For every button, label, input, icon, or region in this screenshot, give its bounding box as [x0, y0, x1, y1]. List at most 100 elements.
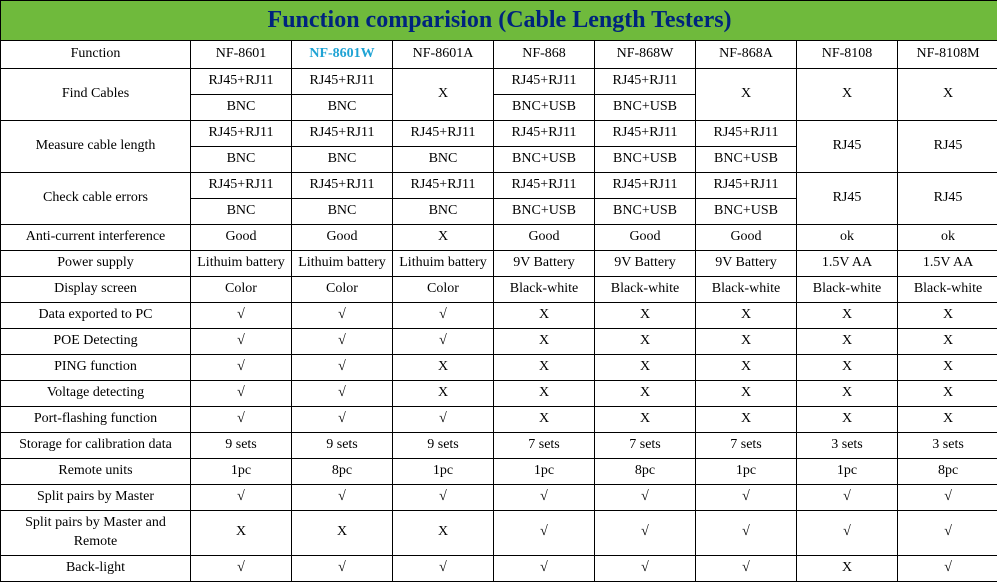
label: Display screen	[1, 277, 191, 303]
cell: X	[696, 407, 797, 433]
cell: BNC+USB	[595, 199, 696, 225]
cell: Black-white	[797, 277, 898, 303]
cell: X	[898, 407, 997, 433]
label: Remote units	[1, 459, 191, 485]
cell: RJ45+RJ11	[696, 121, 797, 147]
cell: √	[191, 407, 292, 433]
cell: 7 sets	[494, 433, 595, 459]
cell: 9 sets	[292, 433, 393, 459]
cell: √	[191, 485, 292, 511]
cell: RJ45+RJ11	[595, 69, 696, 95]
cell: BNC+USB	[595, 147, 696, 173]
label: PING function	[1, 355, 191, 381]
cell: 1pc	[797, 459, 898, 485]
cell: RJ45	[797, 121, 898, 173]
label: Data exported to PC	[1, 303, 191, 329]
cell: 1.5V AA	[898, 251, 997, 277]
cell: X	[494, 407, 595, 433]
cell: Black-white	[494, 277, 595, 303]
cell: Color	[191, 277, 292, 303]
cell: 9V Battery	[494, 251, 595, 277]
cell: Lithuim battery	[393, 251, 494, 277]
cell: X	[797, 555, 898, 581]
row-export-pc: Data exported to PC √ √ √ X X X X X	[1, 303, 997, 329]
cell: 8pc	[292, 459, 393, 485]
label-measure: Measure cable length	[1, 121, 191, 173]
cell: 7 sets	[696, 433, 797, 459]
cell: X	[595, 303, 696, 329]
cell: √	[393, 329, 494, 355]
cell: √	[797, 511, 898, 556]
cell: X	[696, 303, 797, 329]
cell: √	[696, 485, 797, 511]
cell: √	[393, 407, 494, 433]
cell: √	[696, 511, 797, 556]
label: Storage for calibration data	[1, 433, 191, 459]
col-header-nf8601a: NF-8601A	[393, 41, 494, 69]
cell: Good	[292, 225, 393, 251]
cell: ok	[898, 225, 997, 251]
col-header-nf8108m: NF-8108M	[898, 41, 997, 69]
row-display: Display screen Color Color Color Black-w…	[1, 277, 997, 303]
row-backlight: Back-light √ √ √ √ √ √ X √	[1, 555, 997, 581]
cell: √	[494, 511, 595, 556]
cell: BNC	[292, 147, 393, 173]
row-storage: Storage for calibration data 9 sets 9 se…	[1, 433, 997, 459]
cell: X	[898, 69, 997, 121]
row-power: Power supply Lithuim battery Lithuim bat…	[1, 251, 997, 277]
row-ping: PING function √ √ X X X X X X	[1, 355, 997, 381]
row-measure-1: Measure cable length RJ45+RJ11 RJ45+RJ11…	[1, 121, 997, 147]
cell: √	[292, 407, 393, 433]
cell: X	[292, 511, 393, 556]
cell: X	[393, 355, 494, 381]
cell: √	[191, 329, 292, 355]
cell: √	[797, 485, 898, 511]
row-split-master: Split pairs by Master √ √ √ √ √ √ √ √	[1, 485, 997, 511]
cell: X	[393, 511, 494, 556]
cell: √	[191, 555, 292, 581]
cell: RJ45+RJ11	[191, 121, 292, 147]
cell: 8pc	[898, 459, 997, 485]
cell: BNC	[191, 95, 292, 121]
cell: √	[494, 555, 595, 581]
cell: RJ45	[898, 173, 997, 225]
col-header-function: Function	[1, 41, 191, 69]
cell: 1pc	[393, 459, 494, 485]
cell: X	[696, 69, 797, 121]
cell: BNC	[292, 95, 393, 121]
cell: √	[898, 555, 997, 581]
cell: X	[797, 407, 898, 433]
cell: X	[696, 381, 797, 407]
label-checkerr: Check cable errors	[1, 173, 191, 225]
cell: X	[494, 303, 595, 329]
cell: X	[797, 381, 898, 407]
row-port-flash: Port-flashing function √ √ √ X X X X X	[1, 407, 997, 433]
cell: 3 sets	[797, 433, 898, 459]
cell: √	[292, 303, 393, 329]
cell: Black-white	[898, 277, 997, 303]
cell: X	[595, 329, 696, 355]
row-remote: Remote units 1pc 8pc 1pc 1pc 8pc 1pc 1pc…	[1, 459, 997, 485]
cell: √	[292, 329, 393, 355]
label: Split pairs by Master	[1, 485, 191, 511]
cell: Good	[494, 225, 595, 251]
cell: √	[292, 355, 393, 381]
label: POE Detecting	[1, 329, 191, 355]
cell: X	[595, 355, 696, 381]
cell: BNC+USB	[494, 147, 595, 173]
cell: BNC+USB	[696, 199, 797, 225]
cell: ok	[797, 225, 898, 251]
cell: X	[494, 381, 595, 407]
col-header-nf8601w: NF-8601W	[292, 41, 393, 69]
cell: X	[797, 303, 898, 329]
cell: √	[191, 381, 292, 407]
cell: X	[595, 381, 696, 407]
cell: BNC	[393, 199, 494, 225]
cell: RJ45+RJ11	[393, 121, 494, 147]
cell: Color	[393, 277, 494, 303]
col-header-nf868: NF-868	[494, 41, 595, 69]
label: Split pairs by Master and Remote	[1, 511, 191, 556]
cell: √	[595, 511, 696, 556]
cell: RJ45+RJ11	[393, 173, 494, 199]
cell: √	[696, 555, 797, 581]
